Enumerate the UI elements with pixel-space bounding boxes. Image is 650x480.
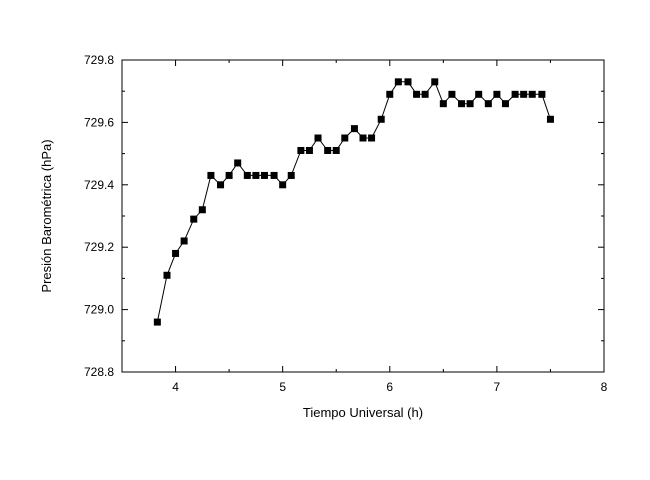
data-point <box>546 115 554 123</box>
y-tick-label: 728.8 <box>84 365 114 379</box>
data-point <box>511 90 519 98</box>
data-point <box>493 90 501 98</box>
data-point <box>448 90 456 98</box>
data-point <box>163 271 171 279</box>
y-tick-label: 729.0 <box>84 303 114 317</box>
y-tick-label: 729.6 <box>84 115 114 129</box>
x-tick-label: 5 <box>279 380 286 394</box>
data-point <box>198 206 206 214</box>
y-tick-label: 729.2 <box>84 240 114 254</box>
series-line <box>156 80 551 323</box>
data-point <box>404 78 412 86</box>
data-point <box>359 134 367 142</box>
data-point <box>225 171 233 179</box>
y-axis-title: Presión Barométrica (hPa) <box>39 139 54 292</box>
data-point <box>153 318 161 326</box>
data-point <box>538 90 546 98</box>
data-point <box>332 146 340 154</box>
x-axis-title: Tiempo Universal (h) <box>303 405 423 420</box>
x-tick-label: 8 <box>601 380 608 394</box>
data-point <box>287 171 295 179</box>
y-tick-label: 729.8 <box>84 53 114 67</box>
x-tick-label: 4 <box>172 380 179 394</box>
data-point <box>466 100 474 108</box>
x-tick-label: 6 <box>386 380 393 394</box>
data-point <box>394 78 402 86</box>
data-point <box>439 100 447 108</box>
data-point <box>368 134 376 142</box>
data-point <box>180 237 188 245</box>
ticks-layer: 4 5 6 7 8 728.8 729.0 729.2 729.4 729.6 729.8 <box>84 53 608 394</box>
series-layer <box>153 78 554 326</box>
data-point <box>279 181 287 189</box>
x-tick-label: 7 <box>494 380 501 394</box>
data-point <box>260 171 268 179</box>
data-point <box>458 100 466 108</box>
data-point <box>501 100 509 108</box>
data-point <box>475 90 483 98</box>
data-point <box>305 146 313 154</box>
data-point <box>234 159 242 167</box>
data-point <box>270 171 278 179</box>
data-point <box>386 90 394 98</box>
data-point <box>217 181 225 189</box>
data-point <box>431 78 439 86</box>
data-point <box>172 249 180 257</box>
data-point <box>314 134 322 142</box>
data-point <box>190 215 198 223</box>
data-point <box>252 171 260 179</box>
data-point <box>421 90 429 98</box>
data-point <box>207 171 215 179</box>
data-point <box>484 100 492 108</box>
data-point <box>324 146 332 154</box>
data-point <box>413 90 421 98</box>
data-point <box>350 125 358 133</box>
data-point <box>243 171 251 179</box>
data-point <box>528 90 536 98</box>
data-point <box>377 115 385 123</box>
data-point <box>520 90 528 98</box>
data-point <box>341 134 349 142</box>
y-tick-label: 729.4 <box>84 178 114 192</box>
data-point <box>297 146 305 154</box>
